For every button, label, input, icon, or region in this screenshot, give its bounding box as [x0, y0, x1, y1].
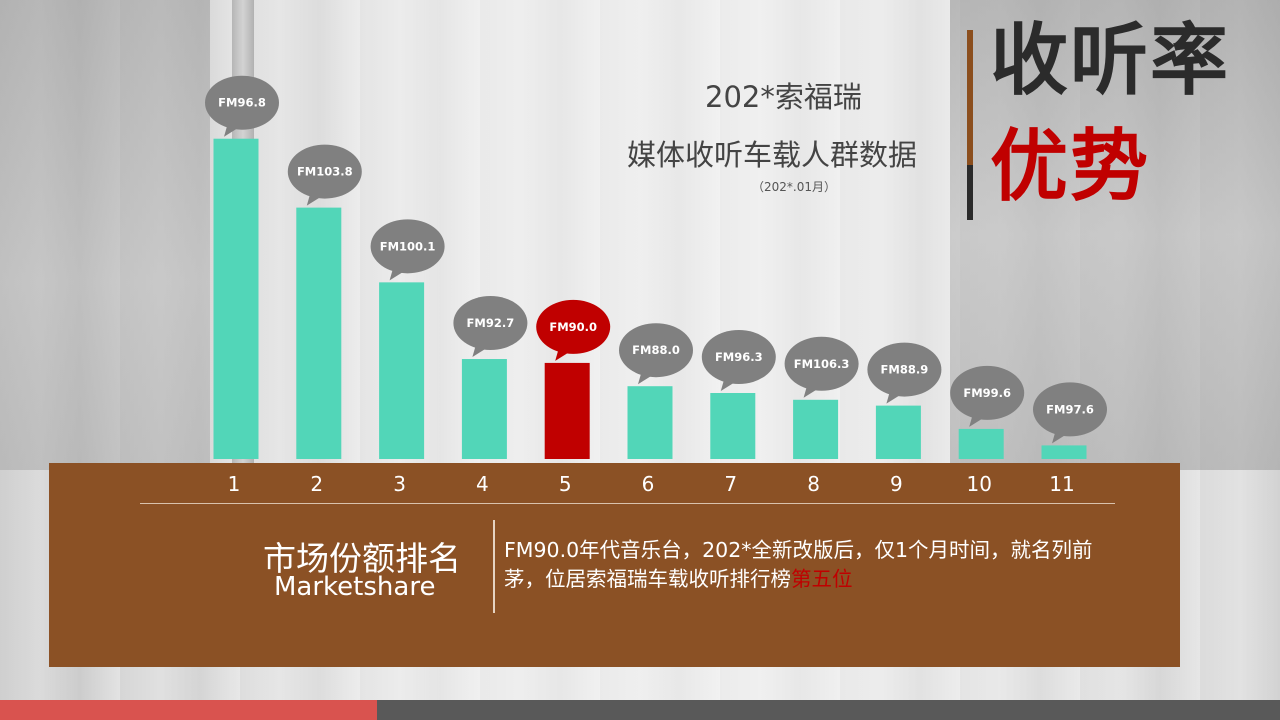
- bar-label-9: FM88.9: [881, 363, 929, 377]
- bar-callout-7: FM96.3: [701, 330, 776, 391]
- page-title-line1: 收听率: [990, 16, 1231, 106]
- bar-label-7: FM96.3: [715, 350, 763, 364]
- subtitle-date: （202*.01月）: [752, 180, 836, 194]
- bar-3: [379, 282, 425, 459]
- x-tick-7: 7: [724, 472, 737, 496]
- x-tick-1: 1: [228, 472, 241, 496]
- bar-callout-3: FM100.1: [370, 219, 445, 281]
- bar-label-10: FM99.6: [963, 386, 1011, 400]
- bar-label-4: FM92.7: [467, 316, 515, 330]
- bar-callout-9: FM88.9: [867, 342, 942, 404]
- x-tick-3: 3: [393, 472, 406, 496]
- ranking-description: FM90.0年代音乐台，202*全新改版后，仅1个月时间，就名列前茅，位居索福瑞…: [504, 536, 1124, 594]
- bar-2: [296, 207, 342, 459]
- x-tick-5: 5: [559, 472, 572, 496]
- subtitle-description: 媒体收听车载人群数据: [627, 138, 918, 172]
- page-title-line2: 优势: [990, 122, 1151, 212]
- footer-bar-red: [0, 700, 377, 720]
- bar-7: [710, 393, 756, 459]
- bar-callout-1: FM96.8: [205, 75, 279, 137]
- footer-bar-gray: [377, 700, 1280, 720]
- x-tick-10: 10: [966, 472, 991, 496]
- bar-label-8: FM106.3: [794, 357, 850, 371]
- bar-8: [793, 399, 839, 459]
- x-tick-4: 4: [476, 472, 489, 496]
- panel-divider: [493, 520, 495, 613]
- info-panel: [49, 463, 1180, 667]
- subtitle-source: 202*索福瑞: [705, 80, 862, 114]
- bar-callout-4: FM92.7: [453, 296, 528, 358]
- bar-callout-6: FM88.0: [619, 323, 693, 385]
- ranking-highlight: 第五位: [791, 567, 853, 591]
- bar-label-6: FM88.0: [632, 343, 680, 357]
- bar-6: [627, 386, 673, 459]
- bar-callout-10: FM99.6: [950, 365, 1025, 427]
- background-building-left: [0, 0, 210, 470]
- bar-callout-2: FM103.8: [287, 144, 362, 206]
- bar-label-5: FM90.0: [549, 320, 597, 334]
- x-tick-6: 6: [642, 472, 655, 496]
- bar-label-3: FM100.1: [380, 239, 436, 253]
- bar-callout-11: FM97.6: [1033, 382, 1107, 444]
- x-tick-11: 11: [1049, 472, 1074, 496]
- bar-10: [958, 428, 1004, 459]
- x-tick-9: 9: [890, 472, 903, 496]
- bar-label-2: FM103.8: [297, 165, 353, 179]
- bar-1: [213, 138, 259, 460]
- bar-label-1: FM96.8: [218, 96, 266, 110]
- ranking-description-text: FM90.0年代音乐台，202*全新改版后，仅1个月时间，就名列前茅，位居索福瑞…: [504, 538, 1093, 591]
- bar-4: [461, 359, 507, 459]
- panel-rule: [140, 503, 1115, 504]
- marketshare-label-cn: 市场份额排名: [263, 539, 461, 578]
- bar-9: [875, 405, 921, 459]
- bar-callout-5: FM90.0: [536, 299, 611, 361]
- bar-11: [1041, 445, 1087, 459]
- title-accent-bar-dark: [967, 165, 973, 220]
- bar-5: [544, 362, 590, 459]
- bar-label-11: FM97.6: [1046, 402, 1094, 416]
- x-tick-2: 2: [310, 472, 323, 496]
- x-tick-8: 8: [807, 472, 820, 496]
- title-accent-bar: [967, 30, 973, 165]
- marketshare-label-en: Marketshare: [274, 572, 436, 602]
- bar-callout-8: FM106.3: [784, 336, 859, 398]
